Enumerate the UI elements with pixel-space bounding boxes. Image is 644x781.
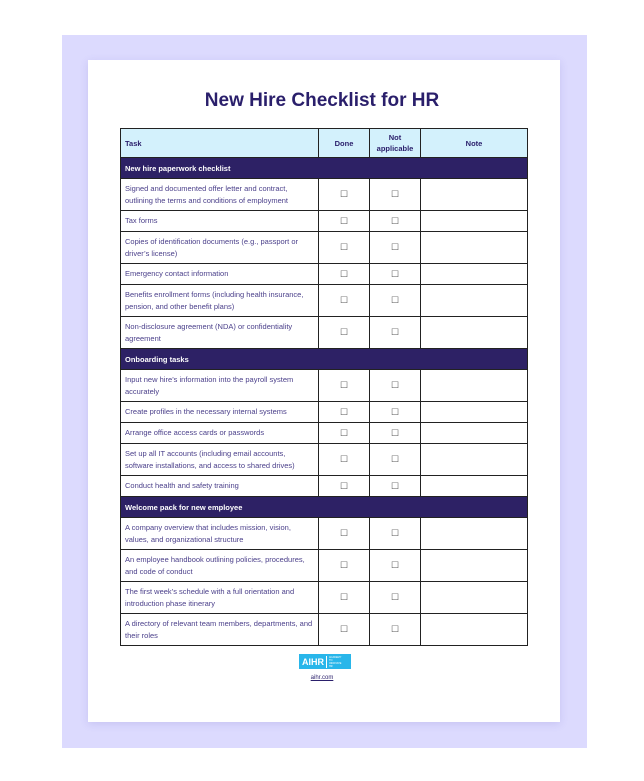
note-cell[interactable] <box>420 549 528 582</box>
task-text: Copies of identification documents (e.g.… <box>120 231 319 264</box>
not-applicable-checkbox[interactable]: ☐ <box>369 422 421 444</box>
task-text: Signed and documented offer letter and c… <box>120 178 319 211</box>
section-title: Onboarding tasks <box>120 348 528 370</box>
not-applicable-checkbox[interactable]: ☐ <box>369 401 421 423</box>
note-cell[interactable] <box>420 284 528 317</box>
not-applicable-checkbox[interactable]: ☐ <box>369 517 421 550</box>
page-title: New Hire Checklist for HR <box>204 90 440 111</box>
done-checkbox[interactable]: ☐ <box>318 316 370 349</box>
table-row: Non-disclosure agreement (NDA) or confid… <box>120 316 528 349</box>
task-text: Tax forms <box>120 210 319 232</box>
done-checkbox[interactable]: ☐ <box>318 263 370 285</box>
not-applicable-checkbox[interactable]: ☐ <box>369 263 421 285</box>
not-applicable-checkbox[interactable]: ☐ <box>369 210 421 232</box>
task-text: Create profiles in the necessary interna… <box>120 401 319 423</box>
done-checkbox[interactable]: ☐ <box>318 284 370 317</box>
done-checkbox[interactable]: ☐ <box>318 613 370 646</box>
checklist-table: Task Done Not applicable Note New hire p… <box>120 128 528 646</box>
table-row: Arrange office access cards or passwords… <box>120 422 528 444</box>
table-row: Input new hire’s information into the pa… <box>120 369 528 402</box>
not-applicable-checkbox[interactable]: ☐ <box>369 316 421 349</box>
note-cell[interactable] <box>420 422 528 444</box>
done-checkbox[interactable]: ☐ <box>318 517 370 550</box>
done-checkbox[interactable]: ☐ <box>318 178 370 211</box>
section-title: New hire paperwork checklist <box>120 157 528 179</box>
not-applicable-checkbox[interactable]: ☐ <box>369 581 421 614</box>
aihr-link[interactable]: aihr.com <box>310 675 334 681</box>
task-text: Set up all IT accounts (including email … <box>120 443 319 476</box>
done-checkbox[interactable]: ☐ <box>318 581 370 614</box>
header-not-applicable: Not applicable <box>369 128 421 158</box>
note-cell[interactable] <box>420 517 528 550</box>
done-checkbox[interactable]: ☐ <box>318 475 370 497</box>
task-text: Conduct health and safety training <box>120 475 319 497</box>
task-text: Emergency contact information <box>120 263 319 285</box>
done-checkbox[interactable]: ☐ <box>318 549 370 582</box>
note-cell[interactable] <box>420 263 528 285</box>
table-row: Emergency contact information ☐ ☐ <box>120 263 528 285</box>
task-text: Input new hire’s information into the pa… <box>120 369 319 402</box>
not-applicable-checkbox[interactable]: ☐ <box>369 443 421 476</box>
not-applicable-checkbox[interactable]: ☐ <box>369 284 421 317</box>
not-applicable-checkbox[interactable]: ☐ <box>369 369 421 402</box>
table-row: The first week’s schedule with a full or… <box>120 581 528 614</box>
table-row: Create profiles in the necessary interna… <box>120 401 528 423</box>
note-cell[interactable] <box>420 443 528 476</box>
section-row: Onboarding tasks <box>120 348 528 370</box>
header-note: Note <box>420 128 528 158</box>
task-text: The first week’s schedule with a full or… <box>120 581 319 614</box>
not-applicable-checkbox[interactable]: ☐ <box>369 178 421 211</box>
done-checkbox[interactable]: ☐ <box>318 401 370 423</box>
note-cell[interactable] <box>420 178 528 211</box>
done-checkbox[interactable]: ☐ <box>318 369 370 402</box>
table-row: Conduct health and safety training ☐ ☐ <box>120 475 528 497</box>
table-row: Set up all IT accounts (including email … <box>120 443 528 476</box>
note-cell[interactable] <box>420 316 528 349</box>
task-text: Non-disclosure agreement (NDA) or confid… <box>120 316 319 349</box>
task-text: An employee handbook outlining policies,… <box>120 549 319 582</box>
section-row: Welcome pack for new employee <box>120 496 528 518</box>
done-checkbox[interactable]: ☐ <box>318 231 370 264</box>
note-cell[interactable] <box>420 210 528 232</box>
table-row: Signed and documented offer letter and c… <box>120 178 528 211</box>
section-title: Welcome pack for new employee <box>120 496 528 518</box>
table-row: Tax forms ☐ ☐ <box>120 210 528 232</box>
not-applicable-checkbox[interactable]: ☐ <box>369 475 421 497</box>
done-checkbox[interactable]: ☐ <box>318 422 370 444</box>
header-done: Done <box>318 128 370 158</box>
task-text: Arrange office access cards or passwords <box>120 422 319 444</box>
task-text: A directory of relevant team members, de… <box>120 613 319 646</box>
note-cell[interactable] <box>420 369 528 402</box>
table-row: Benefits enrollment forms (including hea… <box>120 284 528 317</box>
section-row: New hire paperwork checklist <box>120 157 528 179</box>
note-cell[interactable] <box>420 231 528 264</box>
table-row: An employee handbook outlining policies,… <box>120 549 528 582</box>
done-checkbox[interactable]: ☐ <box>318 443 370 476</box>
done-checkbox[interactable]: ☐ <box>318 210 370 232</box>
aihr-logo: AIHR ACADEMY TO INNOVATE HR <box>299 654 351 669</box>
not-applicable-checkbox[interactable]: ☐ <box>369 549 421 582</box>
table-row: A directory of relevant team members, de… <box>120 613 528 646</box>
not-applicable-checkbox[interactable]: ☐ <box>369 613 421 646</box>
note-cell[interactable] <box>420 613 528 646</box>
note-cell[interactable] <box>420 581 528 614</box>
task-text: Benefits enrollment forms (including hea… <box>120 284 319 317</box>
note-cell[interactable] <box>420 475 528 497</box>
note-cell[interactable] <box>420 401 528 423</box>
table-row: Copies of identification documents (e.g.… <box>120 231 528 264</box>
header-task: Task <box>120 128 319 158</box>
not-applicable-checkbox[interactable]: ☐ <box>369 231 421 264</box>
task-text: A company overview that includes mission… <box>120 517 319 550</box>
table-row: A company overview that includes mission… <box>120 517 528 550</box>
